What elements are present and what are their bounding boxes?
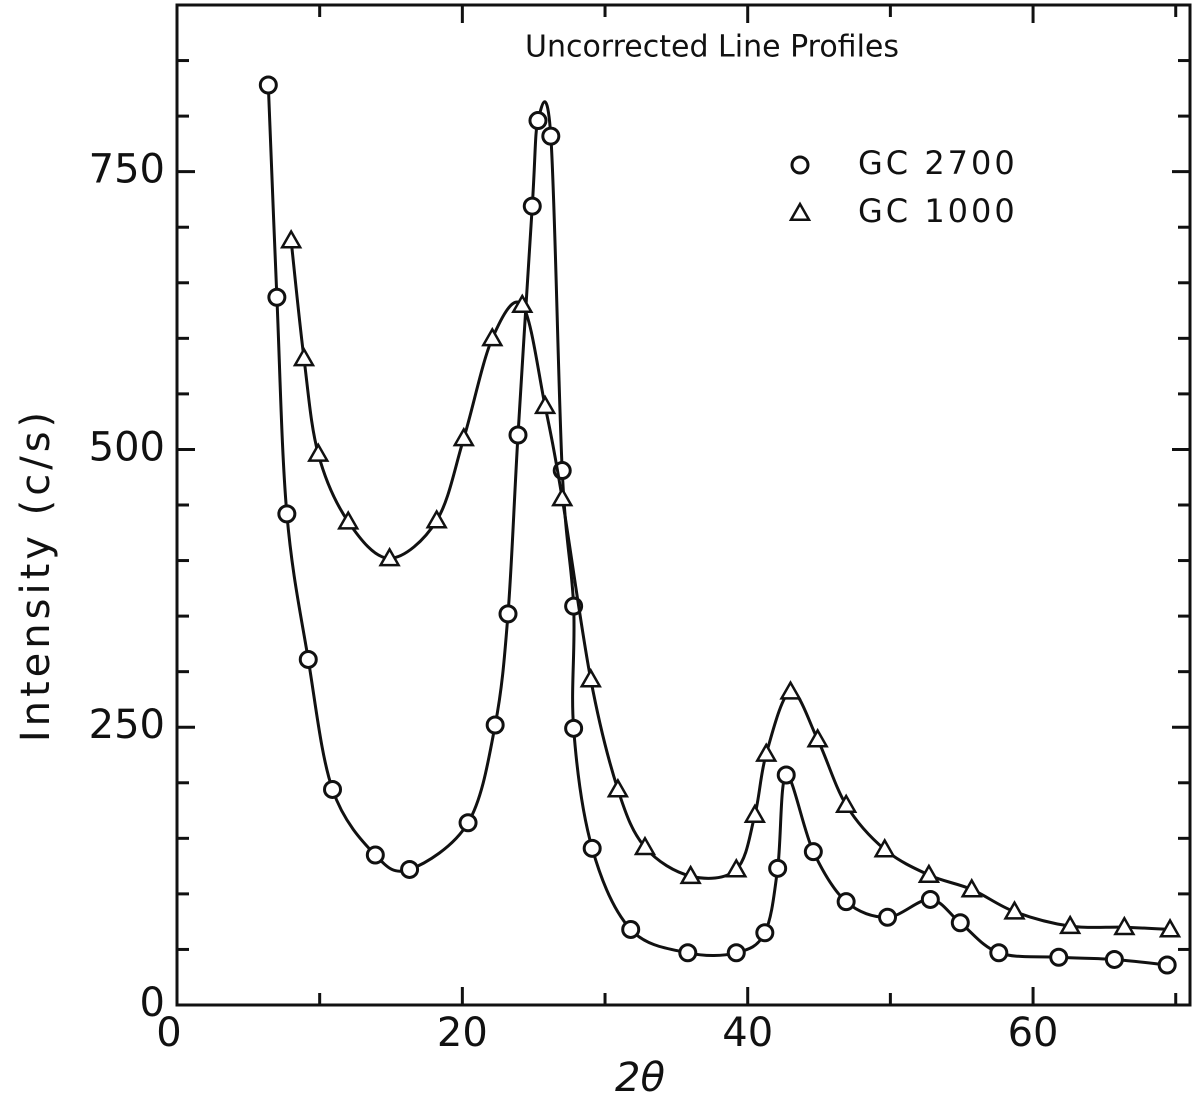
chart-title: Uncorrected Line Profiles	[525, 30, 899, 65]
data-point	[365, 845, 385, 865]
data-point	[498, 604, 518, 624]
data-point	[725, 857, 748, 878]
data-point	[679, 864, 702, 885]
y-axis-label: Intensity (c/s)	[13, 408, 59, 742]
x-tick-label: 0	[156, 1010, 181, 1056]
legend-label: GC 2700	[858, 144, 1018, 182]
data-point	[307, 442, 330, 462]
data-point	[564, 718, 584, 738]
plot-frame	[175, 3, 1192, 1007]
data-point	[579, 667, 602, 688]
data-point	[726, 943, 746, 963]
data-point	[485, 715, 505, 735]
data-point	[337, 510, 360, 530]
data-point	[508, 425, 528, 445]
data-point	[950, 913, 970, 933]
data-point	[779, 680, 802, 700]
data-point	[606, 777, 630, 798]
data-point	[743, 803, 766, 823]
y-tick-label: 750	[89, 147, 165, 193]
data-point	[582, 838, 602, 858]
x-tick-label: 60	[1008, 1010, 1059, 1056]
data-point	[878, 907, 898, 927]
data-point	[267, 287, 287, 307]
data-point	[298, 649, 318, 669]
data-point	[258, 75, 278, 95]
data-point	[458, 813, 478, 833]
data-point	[551, 486, 574, 507]
data-point	[481, 326, 504, 347]
x-axis-label: 2θ	[615, 1055, 665, 1101]
data-point	[873, 837, 896, 858]
data-point	[678, 943, 698, 963]
data-point	[755, 923, 775, 943]
legend-marker	[788, 201, 812, 221]
legend-marker	[790, 155, 810, 175]
data-point	[917, 863, 941, 883]
data-point	[400, 859, 420, 879]
y-tick-label: 250	[89, 702, 165, 748]
data-point	[528, 111, 548, 131]
x-tick-label: 40	[722, 1010, 773, 1056]
data-point	[378, 546, 401, 567]
data-point	[755, 742, 778, 762]
data-point	[533, 394, 557, 415]
data-point	[806, 727, 829, 748]
series-curve	[289, 240, 1171, 931]
series-curve	[266, 84, 1168, 967]
data-point	[452, 426, 475, 447]
data-point	[292, 346, 316, 367]
legend-label: GC 1000	[858, 192, 1018, 230]
data-point	[803, 842, 823, 862]
data-point	[425, 509, 448, 529]
data-point	[1049, 947, 1069, 967]
data-point	[920, 889, 940, 909]
data-point	[768, 858, 788, 878]
data-point	[522, 196, 542, 216]
data-point	[1058, 914, 1082, 935]
data-point	[1157, 955, 1177, 975]
y-tick-label: 0	[140, 980, 165, 1026]
data-point	[1158, 917, 1182, 938]
x-tick-label: 20	[437, 1010, 488, 1056]
y-tick-label: 500	[89, 424, 165, 470]
data-point	[989, 943, 1009, 963]
data-point	[836, 892, 856, 912]
data-point	[1003, 900, 1026, 920]
data-point	[1104, 949, 1124, 969]
data-point	[776, 765, 796, 785]
data-point	[541, 126, 561, 146]
data-point	[511, 293, 534, 313]
data-point	[277, 504, 297, 524]
data-point	[633, 835, 657, 856]
data-point	[279, 229, 303, 249]
data-point	[834, 793, 858, 813]
data-point	[1113, 915, 1136, 936]
data-point	[621, 919, 641, 939]
data-point	[323, 779, 343, 799]
data-point	[960, 877, 983, 898]
